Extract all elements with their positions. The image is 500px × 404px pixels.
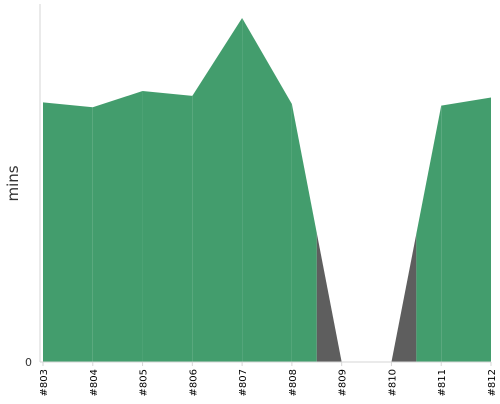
area-segment-811 bbox=[416, 105, 442, 362]
x-tick-label: #806 bbox=[188, 369, 199, 396]
x-tick-label: #804 bbox=[89, 369, 100, 396]
x-tick-label: #808 bbox=[288, 369, 299, 396]
x-tick-label: #807 bbox=[238, 369, 249, 396]
x-tick-label: #805 bbox=[139, 369, 150, 396]
area-segment-811-812 bbox=[441, 97, 491, 362]
area-segment-806-807 bbox=[192, 17, 243, 363]
y-tick-label: 0 bbox=[25, 356, 32, 369]
x-tick-label: #812 bbox=[487, 369, 498, 396]
x-tick-label: #811 bbox=[437, 369, 448, 396]
failure-area-809 bbox=[316, 232, 342, 362]
x-tick-label: #809 bbox=[338, 369, 349, 396]
x-tick-label: #803 bbox=[39, 369, 50, 396]
area-segment-803-804 bbox=[43, 102, 93, 362]
y-axis-label: mins bbox=[4, 165, 22, 201]
area-segment-808 bbox=[291, 103, 317, 363]
area-segment-804-805 bbox=[92, 91, 143, 362]
area-segment-807-808 bbox=[242, 17, 292, 363]
area-segment-805-806 bbox=[142, 91, 193, 362]
x-tick-label: #810 bbox=[387, 369, 398, 396]
failure-area-810 bbox=[391, 233, 417, 362]
